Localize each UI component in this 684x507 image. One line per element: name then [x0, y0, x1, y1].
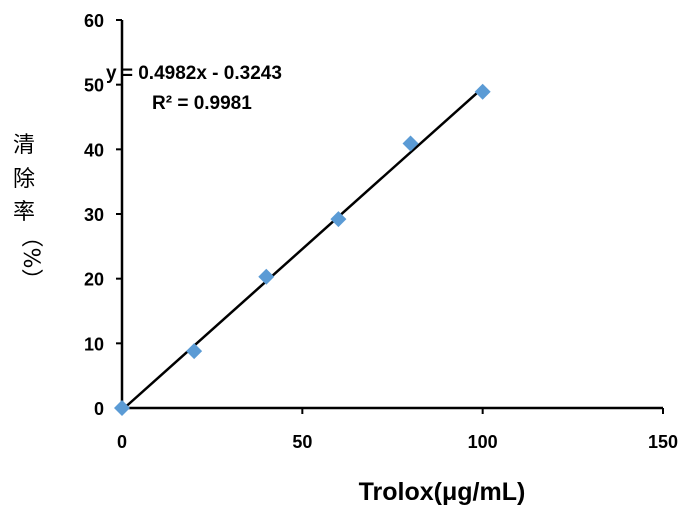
y-axis-label-char-1: 清: [13, 133, 35, 158]
y-axis-label-char-2: 除: [13, 167, 35, 192]
data-point: [402, 135, 419, 152]
y-tick-label: 50: [84, 76, 104, 96]
y-tick-label: 40: [84, 140, 104, 160]
y-tick-label: 30: [84, 205, 104, 225]
trendline-path: [123, 86, 484, 409]
x-tick-label: 50: [292, 432, 312, 452]
data-point: [114, 400, 130, 416]
data-points: [114, 83, 491, 416]
data-point: [330, 211, 347, 228]
y-tick-label: 60: [84, 11, 104, 31]
data-point: [474, 83, 491, 100]
trendline-equation: y = 0.4982x - 0.3243: [106, 63, 282, 84]
y-axis-label-unit: （%）: [18, 226, 43, 291]
y-axis-label-char-3: 率: [13, 200, 35, 225]
y-tick-label: 20: [84, 270, 104, 290]
ticks: 0 50 100 150 0 10 20 30 40 50 60: [84, 11, 678, 452]
x-tick-label: 150: [648, 432, 678, 452]
y-tick-label: 10: [84, 334, 104, 354]
data-point: [186, 343, 203, 360]
x-tick-label: 100: [468, 432, 498, 452]
trendline-r-squared: R² = 0.9981: [152, 93, 252, 114]
x-tick-label: 0: [117, 432, 127, 452]
data-point: [258, 268, 275, 285]
y-axis-label: 清 除 率 （%）: [13, 133, 43, 290]
y-tick-label: 0: [94, 399, 104, 419]
x-axis-label: Trolox(μg/mL): [359, 478, 526, 506]
trendline: [123, 86, 484, 409]
